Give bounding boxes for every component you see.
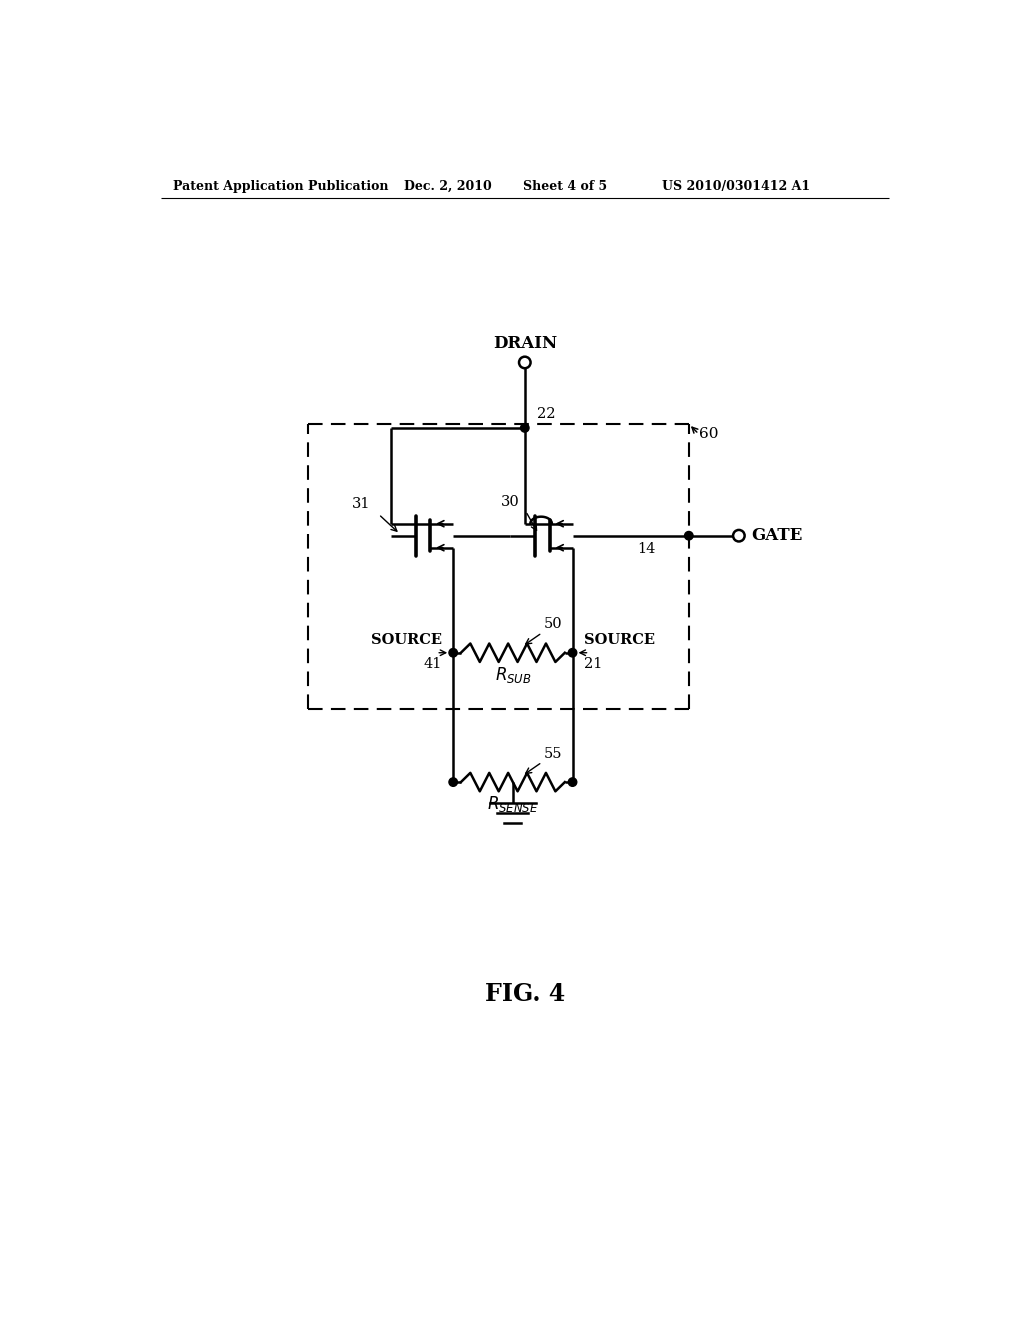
Circle shape	[519, 356, 530, 368]
Text: SOURCE: SOURCE	[584, 632, 655, 647]
Circle shape	[449, 648, 458, 657]
Circle shape	[520, 424, 529, 432]
Text: DRAIN: DRAIN	[493, 335, 557, 352]
Text: Dec. 2, 2010: Dec. 2, 2010	[403, 180, 492, 193]
Text: SOURCE: SOURCE	[371, 632, 441, 647]
Text: 60: 60	[698, 428, 718, 441]
Text: 14: 14	[637, 543, 655, 556]
Text: 31: 31	[352, 498, 371, 511]
Circle shape	[568, 777, 577, 787]
Text: 50: 50	[544, 618, 562, 631]
Circle shape	[733, 529, 744, 541]
Text: 22: 22	[538, 407, 556, 421]
Text: US 2010/0301412 A1: US 2010/0301412 A1	[662, 180, 810, 193]
Text: $R_{SUB}$: $R_{SUB}$	[495, 665, 531, 685]
Circle shape	[568, 648, 577, 657]
Circle shape	[449, 777, 458, 787]
Text: 55: 55	[544, 747, 562, 760]
Circle shape	[685, 532, 693, 540]
Text: FIG. 4: FIG. 4	[484, 982, 565, 1006]
Text: $R_{SENSE}$: $R_{SENSE}$	[487, 795, 539, 814]
Text: 21: 21	[584, 656, 602, 671]
Text: 30: 30	[501, 495, 519, 508]
Text: 41: 41	[423, 656, 441, 671]
Text: Patent Application Publication: Patent Application Publication	[173, 180, 388, 193]
Text: Sheet 4 of 5: Sheet 4 of 5	[523, 180, 607, 193]
Text: GATE: GATE	[752, 527, 803, 544]
